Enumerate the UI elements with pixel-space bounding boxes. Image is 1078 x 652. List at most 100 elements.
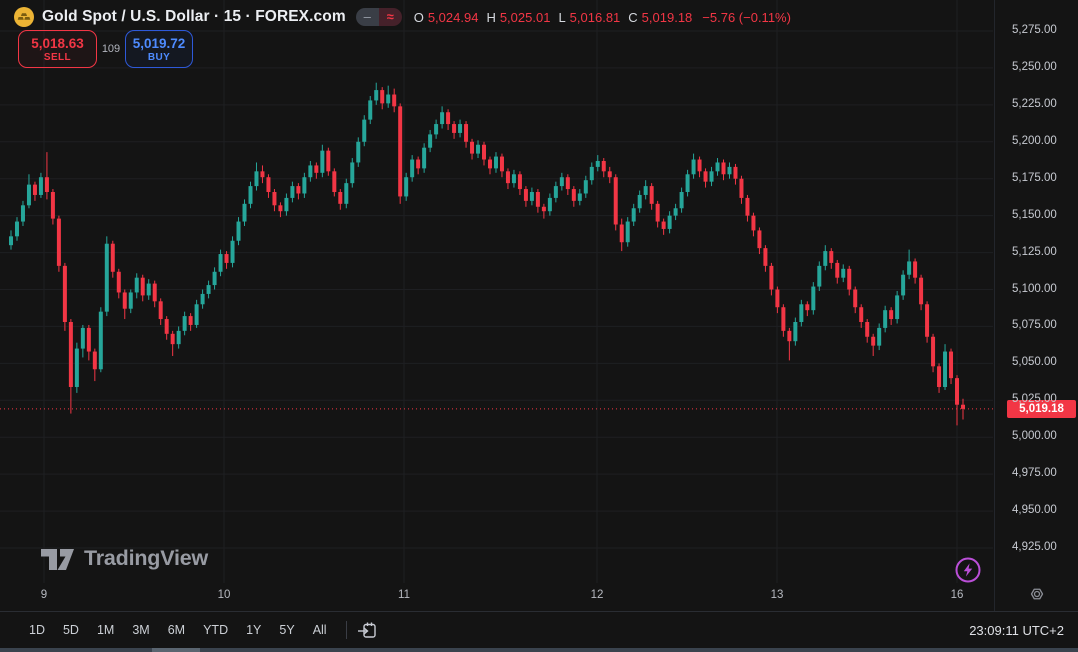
candle — [260, 165, 265, 184]
candle — [613, 174, 618, 231]
instant-trading-lightning-icon[interactable] — [954, 556, 982, 584]
low-label: L — [558, 9, 566, 25]
candle — [200, 289, 205, 309]
price-tick-label: 4,925.00 — [1012, 541, 1057, 553]
candle — [697, 156, 702, 178]
candle — [961, 398, 965, 420]
candle — [368, 95, 373, 125]
candle — [392, 88, 397, 113]
range-button-5d[interactable]: 5D — [54, 618, 88, 642]
candle — [338, 189, 343, 210]
scale-settings-icon[interactable] — [1027, 584, 1047, 604]
candle — [781, 304, 786, 337]
candle — [404, 172, 409, 201]
candle — [32, 181, 37, 201]
high-value: 5,025.01 — [499, 9, 551, 25]
price-tick-label: 5,100.00 — [1012, 282, 1057, 295]
clock-timezone[interactable]: 23:09:11 UTC+2 — [969, 622, 1064, 638]
range-button-3m[interactable]: 3M — [123, 618, 158, 642]
range-button-6m[interactable]: 6M — [159, 618, 194, 642]
candle — [122, 289, 127, 320]
candle — [314, 162, 319, 179]
range-button-all[interactable]: All — [304, 618, 336, 642]
candle — [847, 265, 852, 296]
candle — [482, 141, 487, 166]
candle — [290, 181, 295, 203]
open-label: O — [413, 9, 424, 25]
candle — [128, 289, 133, 314]
candle — [823, 245, 828, 271]
scroll-thumb[interactable] — [152, 648, 200, 652]
time-axis[interactable]: 9 10 11 12 13 16 — [0, 583, 993, 611]
last-price-label: 5,019.18 — [1007, 399, 1076, 418]
symbol-header: Gold Spot / U.S. Dollar · 15 · FOREX.com… — [14, 5, 791, 29]
candle — [38, 172, 43, 198]
candle — [937, 363, 942, 393]
candle — [871, 333, 876, 356]
candle — [20, 200, 25, 226]
candle — [272, 189, 277, 212]
candle — [56, 215, 61, 272]
range-button-ytd[interactable]: YTD — [194, 618, 237, 642]
range-button-1d[interactable]: 1D — [20, 618, 54, 642]
buy-button[interactable]: 5,019.72 BUY — [125, 30, 193, 68]
price-axis[interactable]: 5,019.18 5,275.00 5,250.00 5,225.00 5,200.0… — [994, 0, 1078, 612]
range-button-1y[interactable]: 1Y — [237, 618, 270, 642]
candle — [92, 348, 97, 382]
candle — [919, 274, 924, 311]
spread-value: 109 — [101, 43, 121, 55]
gold-symbol-logo-icon — [14, 7, 34, 27]
candle — [266, 174, 271, 198]
candle — [595, 155, 600, 172]
open-value: 5,024.94 — [427, 9, 479, 25]
sell-button[interactable]: 5,018.63 SELL — [18, 30, 97, 68]
wave-toggle-icon[interactable]: ≈ — [378, 8, 402, 26]
candle — [14, 217, 19, 241]
chart-pane[interactable]: Gold Spot / U.S. Dollar · 15 · FOREX.com… — [0, 0, 993, 583]
ohlc-readout[interactable]: O 5,024.94 H 5,025.01 L 5,016.81 C 5,019… — [414, 10, 791, 25]
symbol-title[interactable]: Gold Spot / U.S. Dollar · 15 · FOREX.com — [42, 8, 346, 25]
candle — [703, 168, 708, 188]
candle — [50, 189, 55, 225]
close-value: 5,019.18 — [641, 9, 693, 25]
candle — [583, 175, 588, 198]
price-tick-label: 5,025.00 — [1012, 393, 1057, 406]
candle — [553, 181, 558, 203]
candle — [464, 121, 469, 148]
candle — [883, 305, 888, 333]
bottom-scroll-strip[interactable] — [0, 648, 1078, 652]
candle — [230, 236, 235, 268]
candle — [679, 187, 684, 213]
candle — [529, 187, 534, 206]
candle — [74, 342, 79, 393]
candle — [895, 290, 900, 324]
candle — [224, 251, 229, 269]
low-value: 5,016.81 — [569, 9, 621, 25]
tradingview-watermark: TradingView — [40, 546, 208, 571]
candle — [649, 183, 654, 210]
candle — [434, 119, 439, 139]
range-button-5y[interactable]: 5Y — [270, 618, 303, 642]
candle — [134, 273, 139, 299]
minus-toggle-icon[interactable]: – — [355, 8, 379, 26]
candle — [637, 190, 642, 213]
candlestick-chart[interactable] — [0, 0, 993, 583]
high-label: H — [486, 9, 496, 25]
candle — [416, 156, 421, 175]
buy-price: 5,019.72 — [132, 35, 186, 51]
candle — [757, 227, 762, 255]
candle — [236, 217, 241, 246]
price-tick-label: 5,050.00 — [1012, 356, 1057, 369]
candle — [721, 159, 726, 181]
candle — [643, 180, 648, 200]
range-button-1m[interactable]: 1M — [88, 618, 123, 642]
sell-price: 5,018.63 — [31, 35, 84, 51]
candle — [745, 194, 750, 222]
candle — [320, 144, 325, 178]
candle — [877, 323, 882, 351]
go-to-date-button[interactable] — [357, 619, 379, 641]
candle — [727, 162, 732, 179]
candle — [140, 274, 145, 302]
candle — [619, 218, 624, 252]
price-tick-label: 5,000.00 — [1012, 430, 1057, 443]
